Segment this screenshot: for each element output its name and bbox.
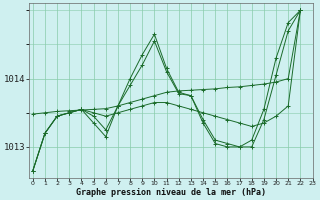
X-axis label: Graphe pression niveau de la mer (hPa): Graphe pression niveau de la mer (hPa)	[76, 188, 266, 197]
